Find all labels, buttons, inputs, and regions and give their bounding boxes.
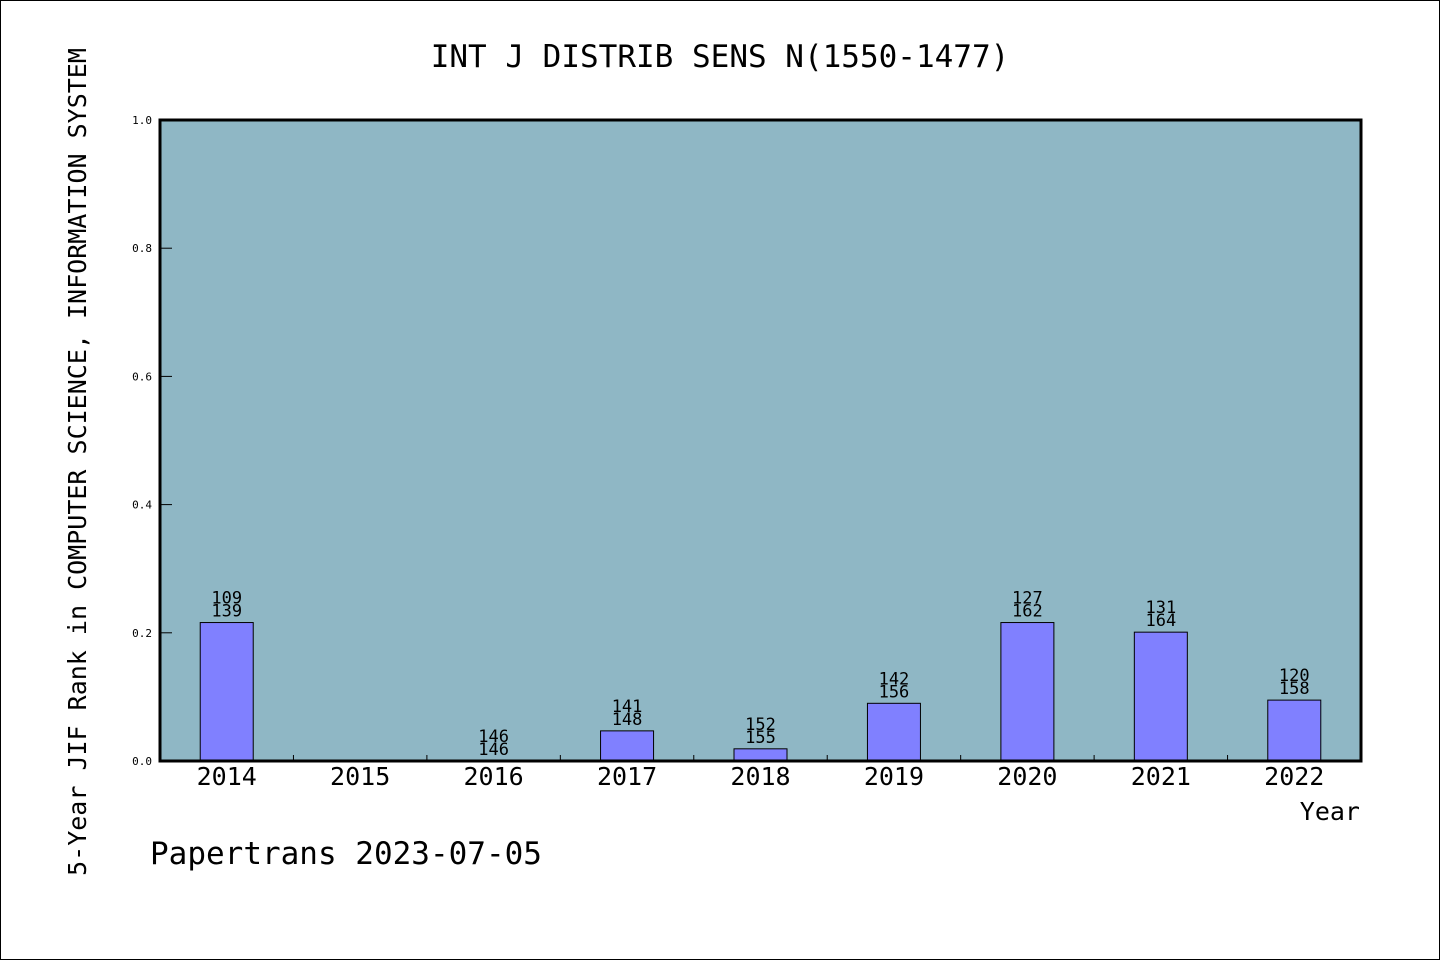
bar-label-bottom: 139 [211, 602, 242, 622]
x-tick-label-2018: 2018 [730, 762, 790, 791]
x-tick-label-2019: 2019 [864, 762, 924, 791]
x-tick-label-2021: 2021 [1131, 762, 1191, 791]
bar-label-top: 120 [1279, 666, 1310, 686]
chart-title: INT J DISTRIB SENS N(1550-1477) [431, 39, 1010, 75]
bar-label-top: 141 [612, 697, 643, 717]
y-tick-label: 0.8 [132, 242, 152, 255]
bar-label-top: 131 [1145, 598, 1176, 618]
footer-text: Papertrans 2023-07-05 [150, 836, 542, 872]
y-tick-label: 0.2 [132, 627, 152, 640]
bar-label-bottom: 162 [1012, 602, 1043, 622]
bar-2014 [199, 622, 254, 762]
bar-label-top: 146 [478, 727, 509, 747]
y-axis: 0.0 0.2 0.4 0.6 0.8 1.0 [132, 114, 172, 768]
bar-label-bottom: 148 [612, 710, 643, 730]
x-tick-label-2020: 2020 [997, 762, 1057, 791]
bar-label-top: 127 [1012, 589, 1043, 609]
y-axis-label: 5-Year JIF Rank in COMPUTER SCIENCE, INF… [63, 48, 92, 876]
x-tick-label-2016: 2016 [464, 762, 524, 791]
bar-label-top: 152 [745, 715, 776, 735]
bar-2020 [1000, 622, 1055, 762]
bar-label-bottom: 146 [478, 740, 509, 760]
x-tick-label-2022: 2022 [1264, 762, 1324, 791]
x-axis: 2014 2015 2016 2017 2018 2019 2020 2021 2022 [197, 755, 1324, 791]
bar-label-top: 142 [879, 669, 910, 689]
y-tick-label: 0.6 [132, 370, 152, 383]
y-tick-label: 0.4 [132, 499, 152, 512]
bar-label-bottom: 158 [1279, 679, 1310, 699]
bar-label-top: 109 [211, 589, 242, 609]
plot-border [158, 118, 1363, 763]
bar-2022 [1267, 699, 1322, 762]
y-tick-label: 0.0 [132, 755, 152, 768]
bar-label-bottom: 156 [879, 682, 910, 702]
y-tick-label: 1.0 [132, 114, 152, 127]
bar-2018 [733, 748, 788, 762]
x-axis-label: Year [1300, 797, 1360, 826]
x-tick-label-2014: 2014 [197, 762, 257, 791]
x-tick-label-2017: 2017 [597, 762, 657, 791]
bar-2019 [866, 702, 921, 762]
bar-2021 [1133, 631, 1188, 762]
bar-label-bottom: 164 [1145, 611, 1176, 631]
bar-2017 [600, 730, 655, 762]
bar-label-bottom: 155 [745, 728, 776, 748]
x-tick-label-2015: 2015 [330, 762, 390, 791]
